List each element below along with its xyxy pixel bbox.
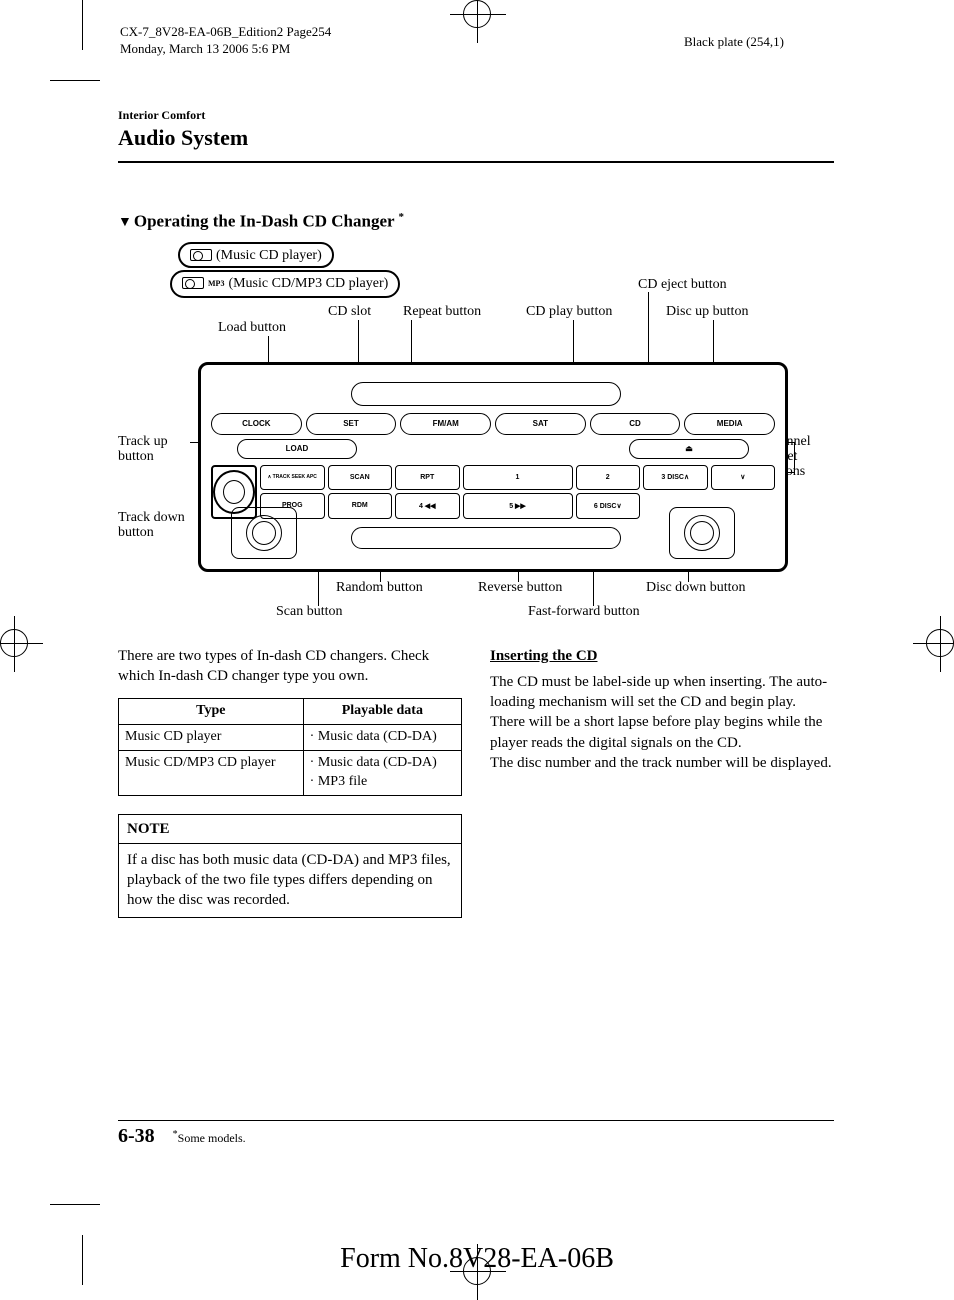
table-cell-data: · Music data (CD-DA)· MP3 file <box>303 750 461 795</box>
label-disc-up: Disc up button <box>666 304 748 320</box>
page-number: 6-38 <box>118 1125 155 1148</box>
right-column: Inserting the CD The CD must be label-si… <box>490 646 834 918</box>
label-track-up: Track up button <box>118 434 194 465</box>
callout-text: (Music CD player) <box>216 248 322 263</box>
rdm-button[interactable]: RDM <box>328 493 393 519</box>
body-columns: There are two types of In-dash CD change… <box>118 646 834 918</box>
chapter-title: Audio System <box>118 125 834 151</box>
callout-text: (Music CD/MP3 CD player) <box>228 276 388 291</box>
fmam-button[interactable]: FM/AM <box>400 413 491 435</box>
note-box: NOTE If a disc has both music data (CD-D… <box>118 814 462 918</box>
label-disc-down: Disc down button <box>646 580 746 596</box>
mp3-badge: MP3 <box>208 279 224 288</box>
label-random: Random button <box>336 580 423 596</box>
tune-knob[interactable] <box>231 507 297 559</box>
some-models-note: *Some models. <box>173 1129 246 1146</box>
preset-5-ff-button[interactable]: 5 ▶▶ <box>463 493 573 519</box>
track-down-button[interactable]: ∨ <box>711 465 776 491</box>
label-cd-eject: CD eject button <box>638 277 727 293</box>
label-track-down: Track down button <box>118 510 208 541</box>
inserting-cd-title: Inserting the CD <box>490 646 834 666</box>
preset-2-button[interactable]: 2 <box>576 465 641 491</box>
inserting-cd-para2: The disc number and the track number wil… <box>490 753 834 773</box>
footer-rule <box>118 1120 834 1121</box>
track-up-button[interactable]: ∧ TRACK SEEK APC <box>260 465 325 491</box>
sat-button[interactable]: SAT <box>495 413 586 435</box>
label-scan: Scan button <box>276 604 343 620</box>
reg-mark-left <box>0 629 28 657</box>
subheading: ▼Operating the In-Dash CD Changer * <box>118 211 834 232</box>
label-cd-play: CD play button <box>526 304 612 320</box>
radio-faceplate: CLOCK SET FM/AM SAT CD MEDIA LOAD ⏏ ∧ TR… <box>198 362 788 572</box>
crop-line <box>82 1235 83 1285</box>
eject-button[interactable]: ⏏ <box>629 439 749 459</box>
crop-line <box>82 0 83 50</box>
doc-id: CX-7_8V28-EA-06B_Edition2 Page254 <box>120 24 331 41</box>
preset-4-rev-button[interactable]: 4 ◀◀ <box>395 493 460 519</box>
form-number: Form No.8V28-EA-06B <box>340 1243 614 1275</box>
media-button[interactable]: MEDIA <box>684 413 775 435</box>
table-cell-type: Music CD/MP3 CD player <box>119 750 304 795</box>
radio-top-row: CLOCK SET FM/AM SAT CD MEDIA <box>211 413 775 435</box>
note-title: NOTE <box>119 815 461 844</box>
set-button[interactable]: SET <box>306 413 397 435</box>
cd-changer-diagram: (Music CD player) MP3 (Music CD/MP3 CD pl… <box>118 242 834 622</box>
page-content: Interior Comfort Audio System ▼Operating… <box>118 108 834 1148</box>
section-label: Interior Comfort <box>118 108 834 123</box>
radio-row2: LOAD ⏏ <box>237 439 749 459</box>
scan-button[interactable]: SCAN <box>328 465 393 491</box>
table-header-data: Playable data <box>303 699 461 725</box>
intro-para: There are two types of In-dash CD change… <box>118 646 462 687</box>
rpt-button[interactable]: RPT <box>395 465 460 491</box>
left-column: There are two types of In-dash CD change… <box>118 646 462 918</box>
table-row: Music CD player · Music data (CD-DA) <box>119 725 462 751</box>
crop-line <box>50 80 100 81</box>
reg-mark-right <box>926 629 954 657</box>
inserting-cd-para1: The CD must be label-side up when insert… <box>490 672 834 753</box>
reg-mark-top <box>463 0 491 28</box>
table-cell-data: · Music data (CD-DA) <box>303 725 461 751</box>
preset-1-button[interactable]: 1 <box>463 465 573 491</box>
triangle-marker: ▼ <box>118 215 132 230</box>
meta-top: CX-7_8V28-EA-06B_Edition2 Page254 Monday… <box>120 24 331 58</box>
callout-music-cd: (Music CD player) <box>178 242 334 268</box>
playable-data-table: Type Playable data Music CD player · Mus… <box>118 698 462 796</box>
label-load: Load button <box>218 320 286 336</box>
label-reverse: Reverse button <box>478 580 562 596</box>
header-rule <box>118 161 834 163</box>
callout-music-mp3: MP3 (Music CD/MP3 CD player) <box>170 270 400 298</box>
crop-line <box>50 1204 100 1205</box>
subheading-title: Operating the In-Dash CD Changer <box>134 212 394 231</box>
radio-display-slot <box>351 382 621 406</box>
table-cell-type: Music CD player <box>119 725 304 751</box>
disc-icon <box>182 277 204 289</box>
clock-button[interactable]: CLOCK <box>211 413 302 435</box>
table-row: Music CD/MP3 CD player · Music data (CD-… <box>119 750 462 795</box>
preset-6-disc-down-button[interactable]: 6 DISC∨ <box>576 493 641 519</box>
disc-icon <box>190 249 212 261</box>
page-footer: 6-38 *Some models. <box>118 1120 834 1148</box>
load-button[interactable]: LOAD <box>237 439 357 459</box>
note-body: If a disc has both music data (CD-DA) an… <box>119 844 461 917</box>
cd-button[interactable]: CD <box>590 413 681 435</box>
radio-lower-display <box>351 527 621 549</box>
label-cd-slot: CD slot <box>328 304 371 320</box>
label-fast-forward: Fast-forward button <box>528 604 640 620</box>
preset-3-disc-up-button[interactable]: 3 DISC∧ <box>643 465 708 491</box>
audio-cont-knob[interactable] <box>669 507 735 559</box>
table-header-type: Type <box>119 699 304 725</box>
plate-info: Black plate (254,1) <box>684 34 784 50</box>
label-repeat: Repeat button <box>403 304 481 320</box>
footnote-marker: * <box>398 211 404 223</box>
doc-timestamp: Monday, March 13 2006 5:6 PM <box>120 41 331 58</box>
leader-line <box>794 442 795 473</box>
